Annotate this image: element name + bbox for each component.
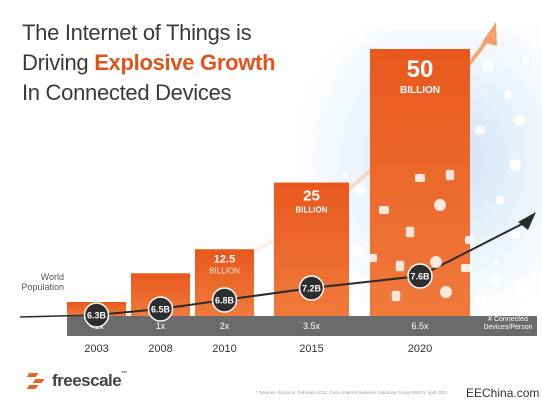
device-icon: [521, 54, 531, 66]
device-icon: [514, 114, 526, 126]
device-icon: [354, 184, 366, 196]
devices-per-person-2015: 3.5x: [303, 321, 321, 331]
population-value-2010: 6.8B: [215, 296, 235, 306]
device-icon: [352, 244, 364, 256]
device-icon: [445, 169, 455, 181]
freescale-mark-icon: [26, 372, 48, 390]
population-value-2015: 7.2B: [302, 284, 322, 294]
year-label-2015: 2015: [299, 343, 323, 355]
device-icon: [503, 89, 513, 101]
device-icon: [475, 126, 485, 134]
device-icon: [482, 60, 494, 72]
growth-arrowhead-icon: [482, 22, 497, 46]
bar-value-2015: 25: [303, 188, 320, 205]
freescale-logo: freescale™: [26, 371, 127, 391]
page-title: The Internet of Things is Driving Explos…: [22, 18, 322, 108]
device-icon: [475, 294, 485, 302]
sources-note: * Sources: Ericsson, February 2011; Cisc…: [256, 390, 448, 395]
population-arrowhead-icon: [518, 212, 536, 230]
watermark: EEChina.com: [466, 386, 540, 400]
bar-value-2020: 50: [407, 56, 434, 83]
device-icon: [489, 274, 501, 286]
title-line-3: In Connected Devices: [22, 80, 232, 105]
device-icon: [391, 290, 401, 302]
device-icon: [415, 174, 425, 182]
year-label-2010: 2010: [212, 343, 236, 355]
title-line-2-prefix: Driving: [22, 50, 95, 75]
population-marker-2008: [147, 296, 174, 322]
device-icon: [495, 194, 505, 206]
bar-value-2010: 12.5: [214, 253, 235, 265]
brand-name: freescale™: [52, 371, 127, 390]
devices-per-person-strip: [67, 316, 537, 336]
device-icon: [367, 254, 377, 262]
device-icon: [340, 169, 350, 181]
year-label-2003: 2003: [84, 343, 108, 355]
year-label-2020: 2020: [408, 343, 432, 355]
devices-per-person-2020: 6.5x: [411, 321, 429, 331]
devices-per-person-2010: 2x: [220, 321, 230, 331]
population-value-2008: 6.5B: [151, 305, 171, 315]
device-icon: [491, 256, 501, 268]
bar-unit-2020: BILLION: [400, 85, 440, 96]
bar-unit-2010: BILLION: [209, 266, 240, 275]
population-marker-2010: [211, 287, 238, 313]
devices-per-person-2008: 1x: [156, 321, 166, 331]
device-icon: [509, 159, 521, 171]
devices-per-person-label: # Connected Devices/Person: [483, 316, 533, 331]
population-marker-2003: [83, 302, 110, 328]
device-icon: [395, 260, 405, 272]
device-icon: [510, 231, 520, 239]
device-icon: [514, 279, 526, 291]
device-icon: [440, 286, 452, 298]
title-accent: Explosive Growth: [94, 50, 276, 75]
population-value-2003: 6.3B: [87, 311, 107, 321]
title-line-2: Driving Explosive Growth: [22, 48, 322, 78]
population-line-lead: [19, 314, 97, 318]
world-population-label: World Population: [21, 272, 64, 292]
bar-unit-2015: BILLION: [296, 206, 328, 215]
device-icon: [405, 226, 415, 238]
device-icon: [357, 286, 367, 294]
device-icon: [430, 256, 442, 268]
device-icon: [461, 264, 471, 272]
population-marker-2015: [298, 275, 325, 301]
device-icon: [379, 206, 389, 214]
device-icon: [434, 199, 446, 211]
year-label-2008: 2008: [148, 343, 172, 355]
population-marker-2020: [407, 263, 433, 289]
title-line-1: The Internet of Things is: [22, 20, 252, 45]
population-value-2020: 7.6B: [410, 272, 430, 282]
device-icon: [465, 236, 475, 244]
